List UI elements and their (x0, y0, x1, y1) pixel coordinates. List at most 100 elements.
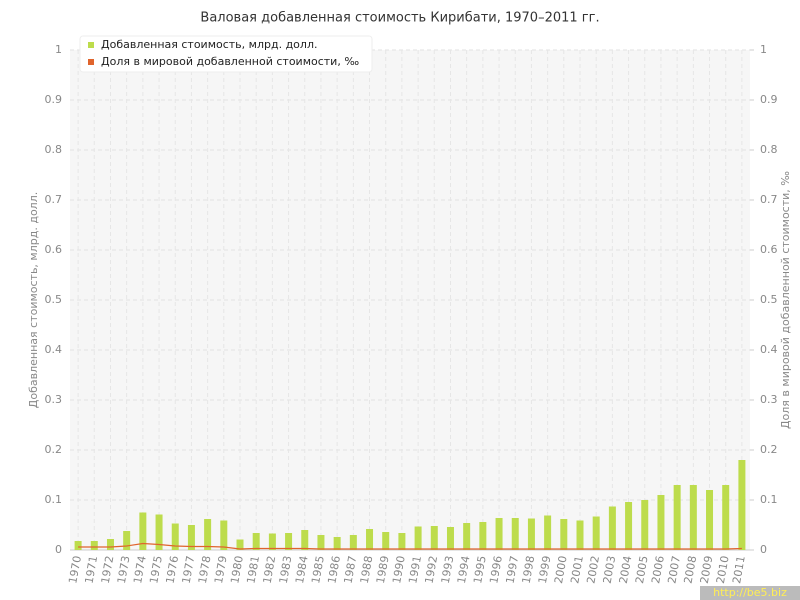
bar (398, 533, 406, 550)
bar (382, 532, 390, 550)
bar (463, 523, 471, 550)
x-tick-label: 1979 (212, 555, 230, 585)
x-tick-label: 1976 (163, 555, 181, 585)
bar (430, 526, 438, 550)
bar (706, 490, 714, 550)
y-axis-label: Добавленная стоимость, млрд. долл. (27, 192, 40, 408)
legend-swatch (88, 42, 94, 48)
bar (592, 516, 600, 550)
y2-tick-label: 0.5 (760, 293, 778, 306)
bar (608, 506, 616, 550)
bar (576, 520, 584, 550)
x-tick-label: 2010 (714, 555, 732, 585)
x-tick-label: 1995 (471, 555, 489, 585)
x-tick-label: 1990 (390, 555, 408, 585)
x-tick-label: 1985 (309, 555, 327, 585)
y-tick-label: 0.7 (45, 193, 63, 206)
x-tick-label: 1981 (244, 555, 262, 585)
y2-axis-label: Доля в мировой добавленной стоимости, ‰ (779, 171, 792, 429)
watermark-bg (700, 586, 800, 600)
bar (511, 518, 519, 550)
bar (722, 485, 730, 550)
x-tick-label: 2005 (633, 555, 651, 585)
y-tick-label: 0.9 (45, 93, 63, 106)
x-tick-label: 1977 (180, 555, 198, 585)
bar (139, 512, 147, 550)
bar (252, 533, 260, 550)
x-tick-label: 1997 (503, 555, 521, 585)
x-tick-label: 1971 (83, 555, 101, 585)
bar (414, 526, 422, 550)
x-tick-label: 1993 (439, 555, 457, 585)
bar (738, 460, 746, 550)
bar (317, 535, 325, 550)
legend-label: Доля в мировой добавленной стоимости, ‰ (101, 55, 359, 68)
x-tick-label: 2006 (649, 555, 667, 585)
bar (446, 527, 454, 550)
y-tick-label: 0.2 (45, 443, 63, 456)
x-tick-label: 1998 (520, 555, 538, 585)
y2-tick-label: 0.8 (760, 143, 778, 156)
legend: Добавленная стоимость, млрд. долл. Доля в… (79, 35, 373, 73)
y2-tick-label: 0.3 (760, 393, 778, 406)
x-tick-label: 2011 (730, 555, 748, 585)
x-tick-label: 2004 (617, 555, 635, 585)
bar (689, 485, 697, 550)
x-tick-label: 2008 (682, 555, 700, 585)
x-tick-label: 1975 (147, 555, 165, 585)
x-tick-label: 1973 (115, 555, 133, 585)
bar (560, 519, 568, 550)
x-tick-label: 1991 (406, 555, 424, 585)
x-tick-label: 1986 (325, 555, 343, 585)
bar (236, 539, 244, 550)
bar (268, 533, 276, 550)
watermark: http://be5.biz (713, 586, 787, 599)
bar (366, 529, 374, 550)
y2-tick-label: 0 (760, 543, 767, 556)
x-tick-label: 2000 (552, 555, 570, 585)
bar (106, 539, 114, 550)
legend-label: Добавленная стоимость, млрд. долл. (101, 38, 317, 51)
x-tick-label: 2001 (568, 555, 586, 585)
y-tick-label: 0 (55, 543, 62, 556)
x-tick-label: 1974 (131, 555, 149, 585)
x-tick-label: 2007 (665, 555, 683, 585)
y-tick-label: 0.6 (45, 243, 63, 256)
x-tick-label: 1992 (423, 555, 441, 585)
bar (171, 523, 179, 550)
y-tick-label: 0.1 (45, 493, 63, 506)
y-tick-label: 0.4 (45, 343, 63, 356)
bar (495, 518, 503, 550)
x-tick-label: 1980 (228, 555, 246, 585)
bar (333, 537, 341, 550)
x-tick-label: 1987 (342, 555, 360, 585)
x-tick-label: 1978 (196, 555, 214, 585)
x-tick-label: 1970 (66, 555, 84, 585)
bar (479, 522, 487, 550)
bar (220, 520, 228, 550)
x-tick-label: 1996 (487, 555, 505, 585)
bar (90, 541, 98, 550)
line (78, 542, 742, 550)
y2-tick-label: 0.4 (760, 343, 778, 356)
x-tick-label: 1994 (455, 555, 473, 585)
bar (544, 515, 552, 550)
x-tick-label: 1999 (536, 555, 554, 585)
bar (657, 495, 665, 550)
bar (285, 533, 293, 550)
x-tick-label: 1988 (358, 555, 376, 585)
chart-title: Валовая добавленная стоимость Кирибати, … (200, 11, 599, 26)
x-tick-label: 1989 (374, 555, 392, 585)
x-tick-label: 2002 (584, 555, 602, 585)
y2-tick-label: 1 (760, 43, 767, 56)
bar (74, 541, 82, 550)
bar (301, 530, 309, 550)
y2-tick-label: 0.7 (760, 193, 778, 206)
bar (187, 525, 195, 550)
bar (123, 531, 131, 550)
bar (625, 502, 633, 550)
y-tick-label: 1 (55, 43, 62, 56)
bar (641, 500, 649, 550)
